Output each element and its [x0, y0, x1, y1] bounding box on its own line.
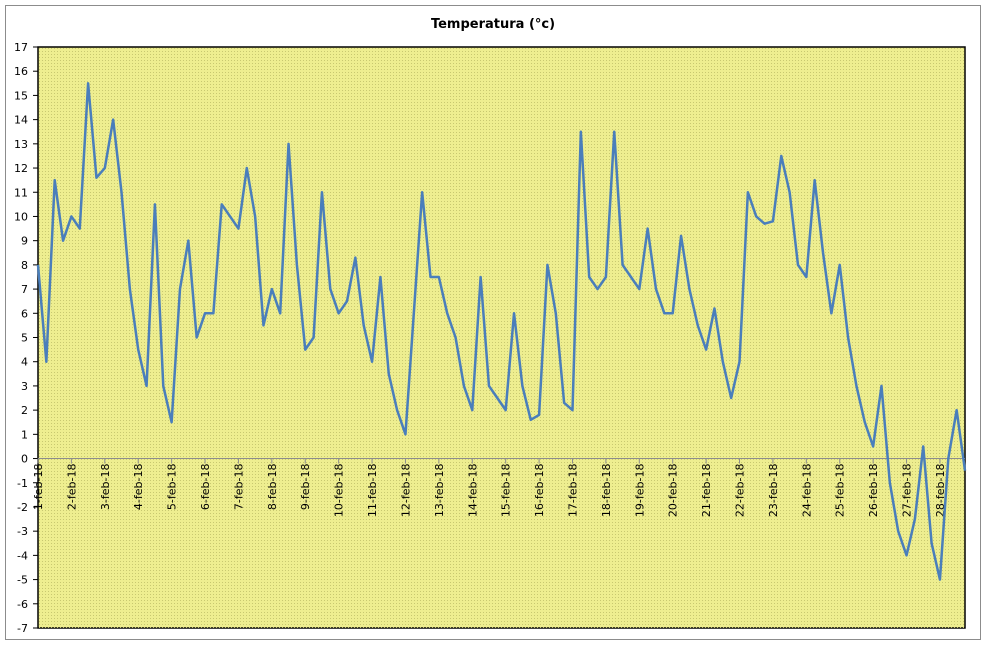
y-tick-label: 13: [14, 138, 28, 151]
y-tick-label: 9: [21, 235, 28, 248]
x-tick-label: 3-feb-18: [99, 464, 112, 511]
x-tick-label: 9-feb-18: [299, 464, 312, 511]
y-tick-label: 3: [21, 380, 28, 393]
x-tick-label: 8-feb-18: [266, 464, 279, 511]
x-tick-label: 24-feb-18: [800, 464, 813, 518]
x-tick-label: 26-feb-18: [867, 464, 880, 518]
y-tick-label: 4: [21, 356, 28, 369]
y-tick-label: 8: [21, 259, 28, 272]
x-tick-label: 12-feb-18: [399, 464, 412, 518]
y-tick-label: 14: [14, 114, 28, 127]
y-tick-label: 2: [21, 404, 28, 417]
y-tick-label: -3: [17, 525, 28, 538]
y-tick-label: 17: [14, 41, 28, 54]
x-tick-label: 17-feb-18: [566, 464, 579, 518]
y-tick-label: -7: [17, 622, 28, 635]
x-tick-label: 19-feb-18: [633, 464, 646, 518]
x-tick-label: 22-feb-18: [734, 464, 747, 518]
line-series: [36, 82, 967, 581]
x-tick-label: 6-feb-18: [199, 464, 212, 511]
y-tick-label: 5: [21, 332, 28, 345]
y-tick-label: -1: [17, 477, 28, 490]
y-tick-label: 0: [21, 453, 28, 466]
x-tick-label: 27-feb-18: [901, 464, 914, 518]
y-tick-label: 11: [14, 186, 28, 199]
x-tick-label: 18-feb-18: [600, 464, 613, 518]
y-tick-label: 1: [21, 428, 28, 441]
y-tick-label: 10: [14, 210, 28, 223]
x-tick-label: 7-feb-18: [232, 464, 245, 511]
y-tick-label: 6: [21, 307, 28, 320]
x-tick-label: 13-feb-18: [433, 464, 446, 518]
x-tick-label: 16-feb-18: [533, 464, 546, 518]
x-tick-label: 20-feb-18: [667, 464, 680, 518]
x-tick-label: 2-feb-18: [65, 464, 78, 511]
x-tick-label: 4-feb-18: [132, 464, 145, 511]
x-tick-label: 14-feb-18: [466, 464, 479, 518]
x-tick-label: 23-feb-18: [767, 464, 780, 518]
x-tick-label: 25-feb-18: [834, 464, 847, 518]
y-tick-label: -2: [17, 501, 28, 514]
x-tick-label: 21-feb-18: [700, 464, 713, 518]
y-tick-label: -5: [17, 574, 28, 587]
y-tick-label: 7: [21, 283, 28, 296]
y-tick-label: -4: [17, 549, 28, 562]
chart-title: Temperatura (°c): [431, 17, 555, 32]
x-tick-label: 1-feb-18: [32, 464, 45, 511]
plot-pattern: [38, 47, 965, 628]
y-tick-label: 15: [14, 89, 28, 102]
x-tick-label: 10-feb-18: [333, 464, 346, 518]
y-tick-label: -6: [17, 598, 28, 611]
x-tick-label: 15-feb-18: [500, 464, 513, 518]
y-tick-label: 16: [14, 65, 28, 78]
x-tick-label: 11-feb-18: [366, 464, 379, 518]
x-tick-label: 5-feb-18: [166, 464, 179, 511]
x-tick-label: 28-feb-18: [934, 464, 947, 518]
y-tick-label: 12: [14, 162, 28, 175]
